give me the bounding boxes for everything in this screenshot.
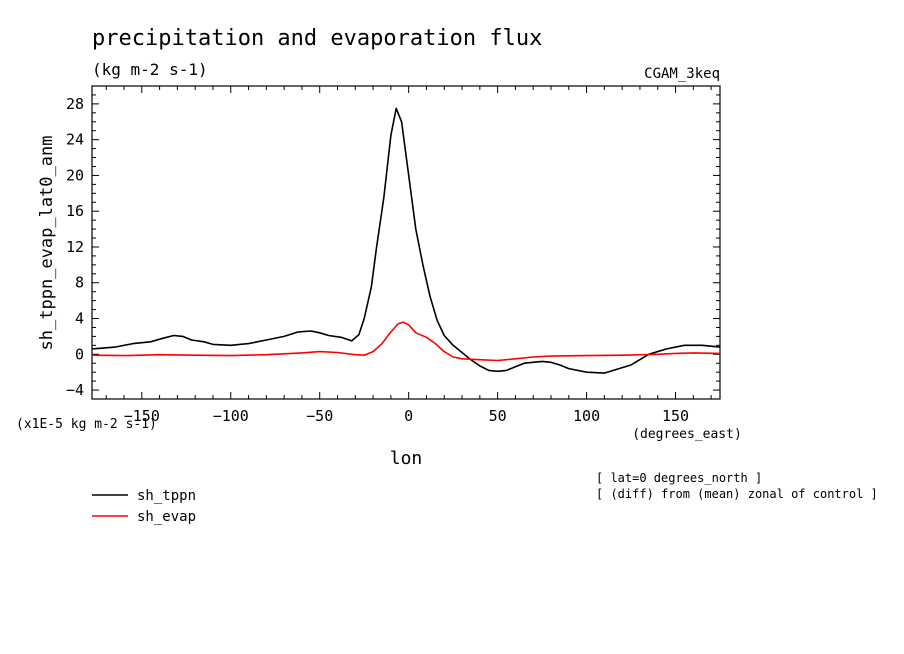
x-tick-label: −100	[213, 407, 249, 425]
legend-label-sh-tppn: sh_tppn	[137, 488, 196, 504]
y-tick-label: 28	[66, 95, 84, 113]
plot-area: −150 −100 −50 0 50 100 150 −4 0 4 8 12 16 20 24 28	[66, 85, 721, 425]
y-tick-label: 24	[66, 131, 84, 149]
y-tick-label: 4	[75, 310, 84, 328]
chart-subtitle: (kg m-2 s-1)	[92, 60, 208, 79]
x-tick-label: 50	[489, 407, 507, 425]
x-tick-label: −150	[124, 407, 160, 425]
plot-frame	[91, 85, 721, 400]
note-diff: [ (diff) from (mean) zonal of control ]	[596, 487, 878, 501]
legend-label-sh-evap: sh_evap	[137, 509, 196, 525]
y-axis-label: sh_tppn_evap_lat0_anm	[37, 136, 57, 351]
y-tick-label: 12	[66, 238, 84, 256]
x-tick-label: 0	[404, 407, 413, 425]
series-line-sh-tppn	[91, 107, 721, 374]
model-label: CGAM_3keq	[644, 66, 720, 82]
x-tick-label: 150	[662, 407, 689, 425]
chart-title: precipitation and evaporation flux	[92, 26, 542, 51]
y-tick-label: 0	[75, 345, 84, 363]
x-tick-label: 100	[573, 407, 600, 425]
x-axis-units: (degrees_east)	[632, 427, 742, 442]
x-tick-label: −50	[306, 407, 333, 425]
x-axis-label: lon	[390, 448, 423, 469]
y-tick-label: 8	[75, 274, 84, 292]
y-scale-note: (x1E-5 kg m-2 s-1)	[16, 417, 157, 432]
series-line-sh-evap	[91, 321, 721, 362]
note-lat: [ lat=0 degrees_north ]	[596, 471, 762, 485]
legend: sh_tppn sh_evap	[92, 488, 196, 525]
y-tick-label: 20	[66, 166, 84, 184]
y-tick-label: 16	[66, 202, 84, 220]
y-tick-label: −4	[66, 381, 84, 399]
